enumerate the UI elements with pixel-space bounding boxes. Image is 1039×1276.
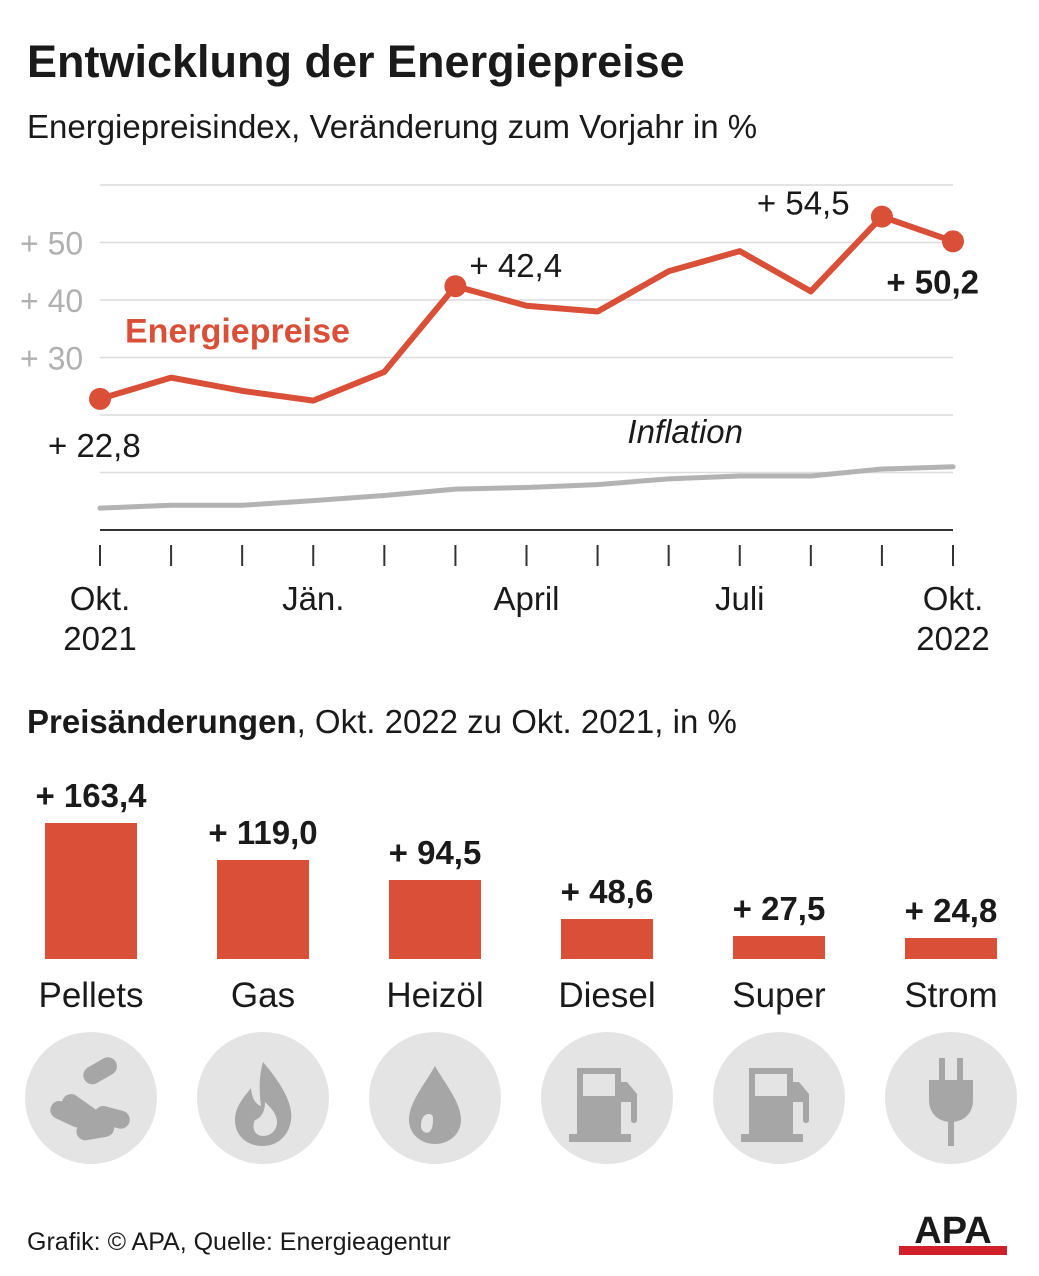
bar-value-label: + 119,0 [208,813,318,851]
y-tick-label: + 30 [20,341,83,377]
x-tick-label: Juli [715,580,765,617]
x-tick-label: Okt. [70,580,131,617]
bar-value-label: + 48,6 [560,872,654,910]
plug-icon [885,1032,1017,1164]
energy-price-line [97,213,956,404]
chart-subtitle: Energiepreisindex, Veränderung zum Vorja… [27,108,758,145]
bar-section-title: Preisänderungen, Okt. 2022 zu Okt. 2021,… [27,703,737,741]
bar-group-strom: + 24,8 Strom [865,770,1037,1190]
bar [733,936,825,959]
bar-value-label: + 27,5 [732,890,826,928]
bar [561,918,653,959]
data-point [89,387,111,410]
x-tick-label: Okt. [923,580,984,617]
bar-category-label: Diesel [558,976,656,1015]
data-point [942,230,964,253]
bar [45,823,137,959]
bar-category-label: Pellets [38,976,144,1015]
bar-section-title-bold: Preisänderungen [27,703,297,740]
bar-section-title-rest: , Okt. 2022 zu Okt. 2021, in % [296,703,737,740]
fuel-pump-icon [541,1032,673,1164]
y-tick-label: + 50 [20,226,83,262]
x-tick-label: April [493,580,559,617]
bar-value-label: + 24,8 [904,892,998,930]
bar-category-label: Strom [904,976,998,1015]
y-tick-label: + 40 [20,283,83,319]
data-label: + 42,4 [469,247,562,284]
inflation-line [97,464,956,511]
bar [217,859,309,959]
flame-icon [197,1032,329,1164]
bar-category-label: Super [732,976,826,1015]
data-label: + 22,8 [48,427,141,464]
oil-drop-icon [369,1032,501,1164]
x-tick-label: 2021 [63,620,136,657]
bar-group-diesel: + 48,6 Diesel [521,770,693,1190]
svg-text:APA: APA [914,1210,991,1252]
bar-group-pellets: + 163,4 Pellets [5,770,177,1190]
bar-chart: + 163,4 Pellets + 119,0 Gas + 94,5 Heizöl + 48… [0,770,1039,1190]
bar-category-label: Gas [230,976,296,1015]
pellets-icon [25,1032,157,1164]
data-label: + 50,2 [886,263,979,300]
bar-group-gas: + 119,0 Gas [177,770,349,1190]
x-tick-label: 2022 [916,620,989,657]
bar-value-label: + 163,4 [35,777,147,814]
bar-value-label: + 94,5 [388,834,482,872]
bar-category-label: Heizöl [386,976,484,1015]
series-label-energy: Energiepreise [125,312,350,350]
bar [905,938,997,959]
series-label-inflation: Inflation [627,413,743,450]
data-label: + 54,5 [757,185,850,222]
data-point [870,205,893,228]
bar-group-super: + 27,5 Super [693,770,865,1190]
data-point [444,275,467,298]
apa-logo: APA [899,1210,1007,1255]
chart-title: Entwicklung der Energiepreise [27,36,685,87]
source-credit: Grafik: © APA, Quelle: Energieagentur [27,1228,451,1256]
bar-group-heiz-l: + 94,5 Heizöl [349,770,521,1190]
bar [389,880,481,959]
x-tick-label: Jän. [282,580,344,617]
fuel-pump-icon [713,1032,845,1164]
